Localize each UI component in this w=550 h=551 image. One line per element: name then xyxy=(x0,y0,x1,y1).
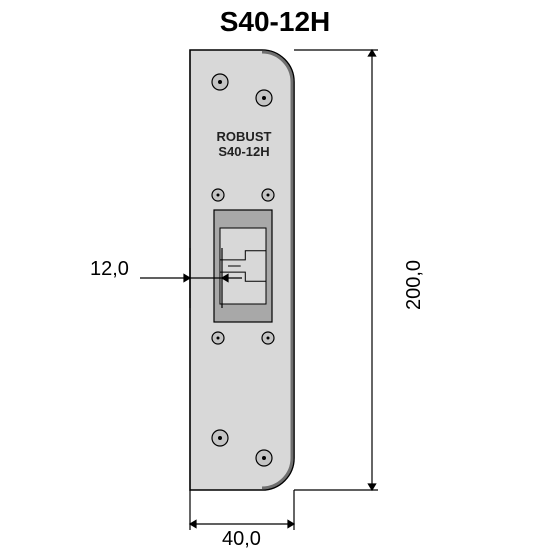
dim-height-label: 200,0 xyxy=(403,260,426,310)
plate-brand: ROBUST xyxy=(217,129,272,144)
dim-offset-label: 12,0 xyxy=(90,258,129,281)
latch-opening xyxy=(214,210,272,322)
plate-engraving: ROBUST S40-12H xyxy=(214,130,274,160)
dim-width-label: 40,0 xyxy=(222,528,261,551)
technical-drawing xyxy=(0,0,550,550)
plate-model: S40-12H xyxy=(218,144,269,159)
